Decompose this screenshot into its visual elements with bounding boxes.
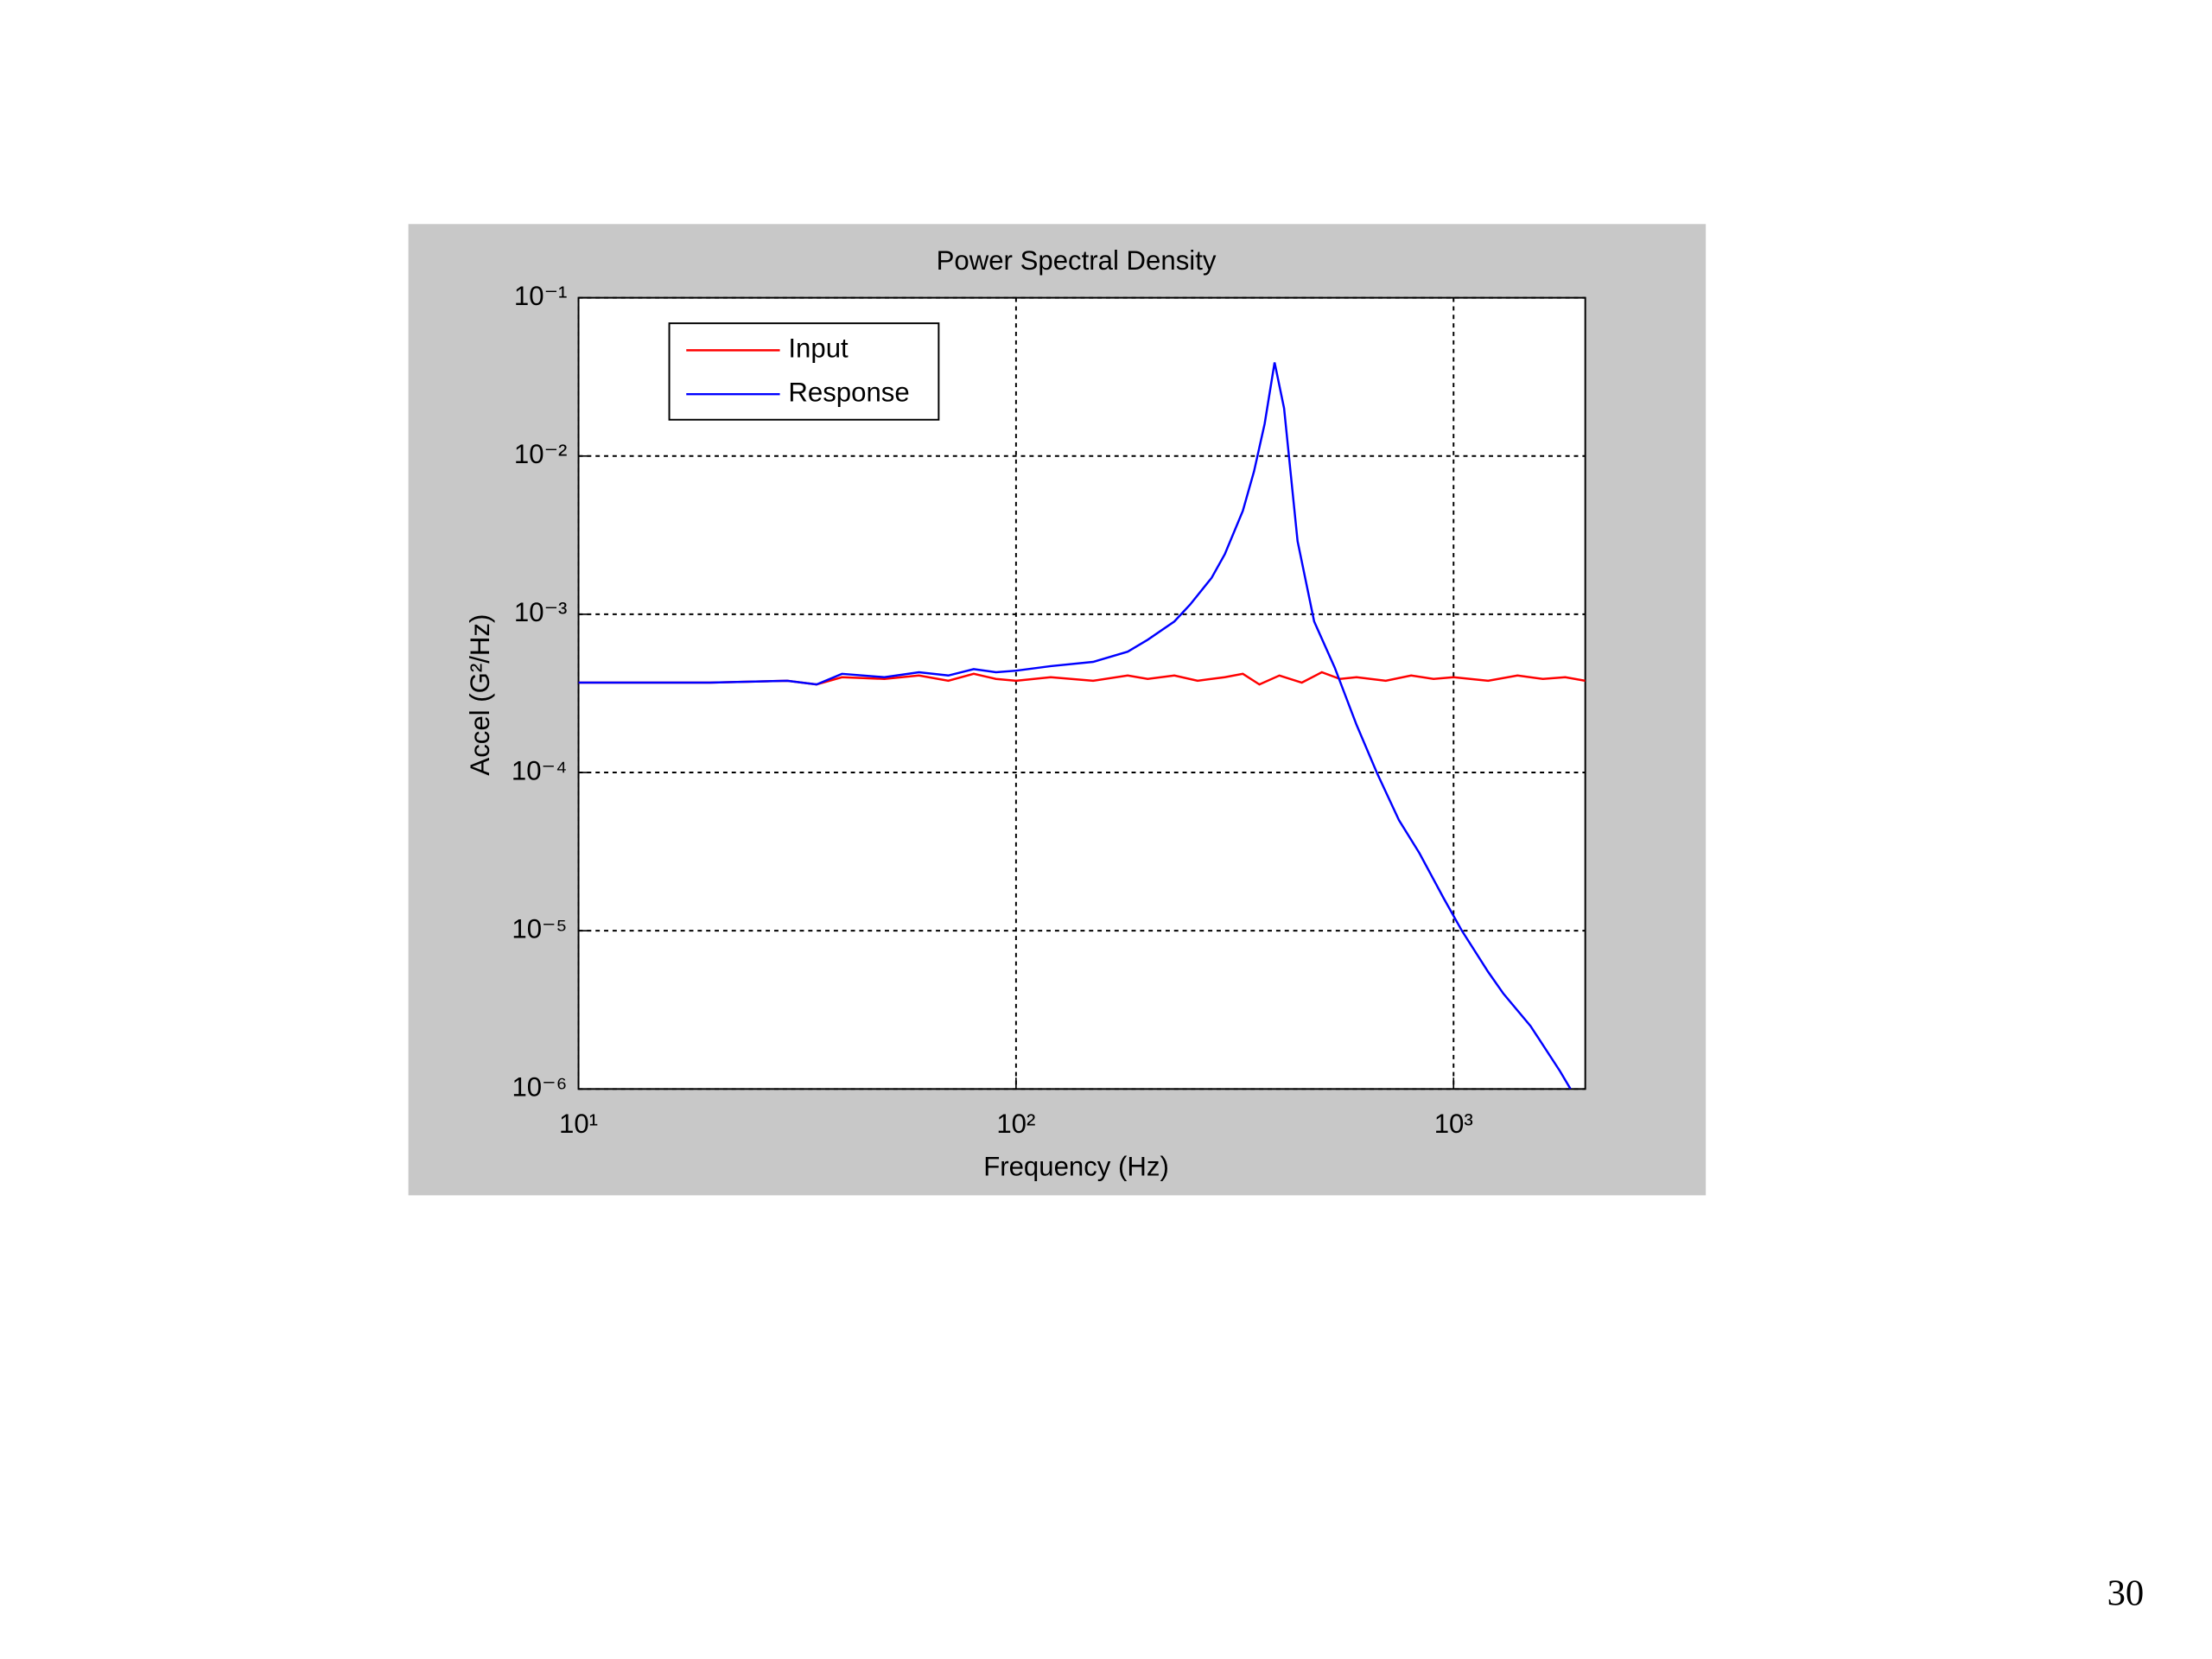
legend-box (668, 322, 940, 421)
y-tick-label: 10⁻⁵ (512, 913, 567, 944)
y-tick-label: 10⁻⁶ (512, 1072, 567, 1103)
legend-label: Input (788, 334, 849, 364)
x-tick-label: 10¹ (559, 1109, 598, 1139)
legend-label: Response (788, 377, 909, 407)
x-tick-label: 10² (996, 1109, 1035, 1139)
axes-frame (577, 296, 1586, 1090)
y-tick-label: 10⁻² (514, 439, 567, 469)
line-series (578, 671, 1586, 686)
y-axis-label: Accel (G²/Hz) (465, 614, 495, 776)
y-tick-label: 10⁻¹ (514, 281, 567, 311)
y-tick-label: 10⁻³ (514, 597, 567, 627)
chart-title: Power Spectral Density (937, 245, 1217, 276)
line-series (578, 362, 1572, 1090)
x-axis-label: Frequency (Hz) (983, 1151, 1169, 1181)
plot-area (578, 297, 1586, 1090)
x-tick-label: 10³ (1434, 1109, 1473, 1139)
page-number: 30 (2107, 1573, 2145, 1614)
y-tick-label: 10⁻⁴ (512, 755, 568, 785)
